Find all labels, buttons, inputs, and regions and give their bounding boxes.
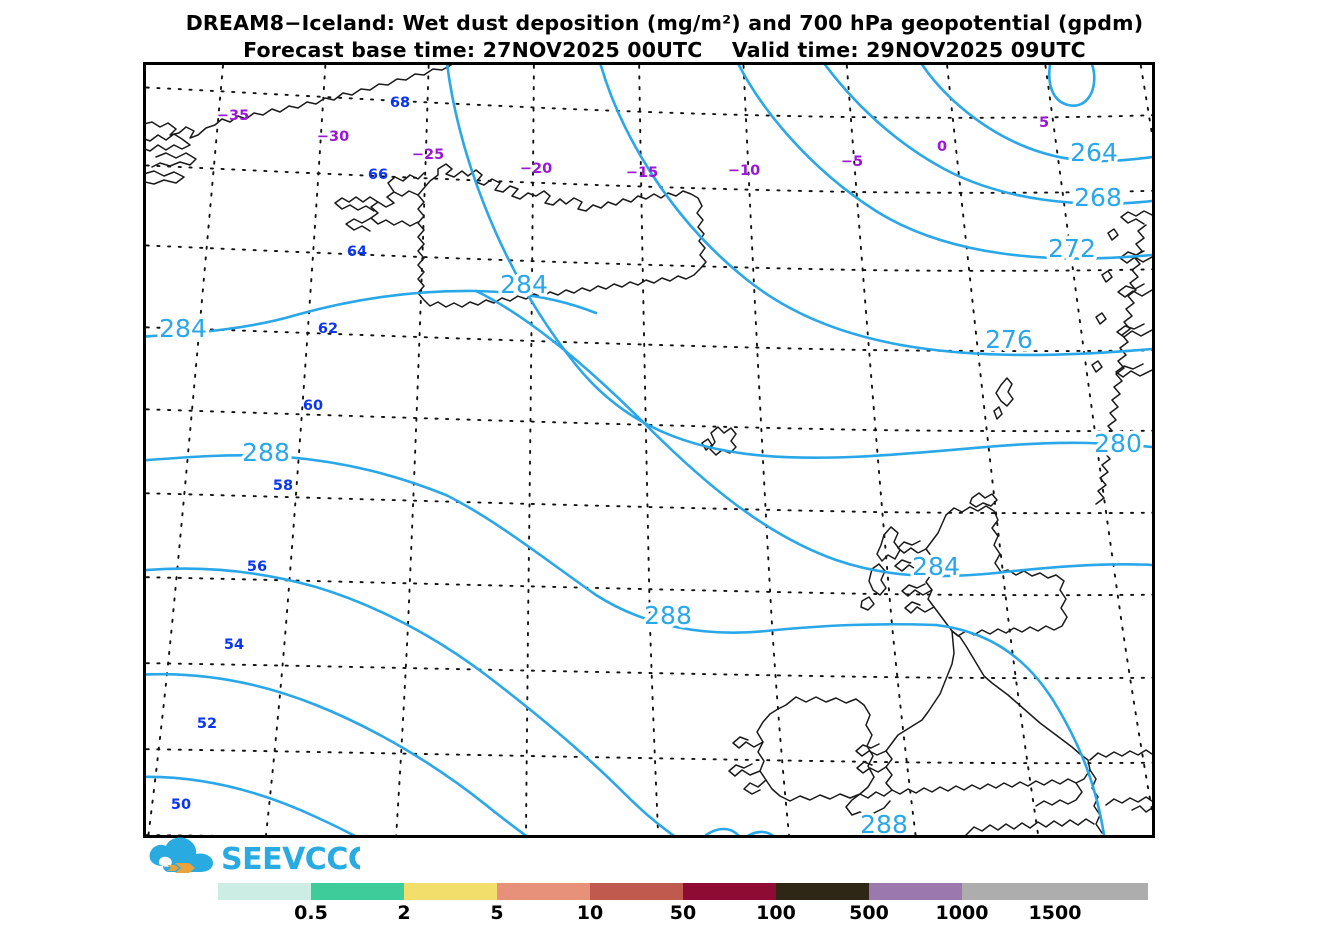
latitude-label: 54 bbox=[224, 637, 244, 653]
forecast-time-subtitle: Forecast base time: 27NOV2025 00UTC Vali… bbox=[243, 38, 1086, 62]
contour-label-halo: 284 bbox=[500, 270, 548, 299]
colorbar-tick-label: 1500 bbox=[1028, 902, 1082, 924]
latitude-label: 62 bbox=[318, 321, 338, 337]
contour-value-label: 288 bbox=[242, 438, 290, 467]
contour-value-label: 264 bbox=[1070, 138, 1118, 167]
logo-wordmark: SEEVCCC bbox=[221, 842, 360, 877]
latitude-label: 58 bbox=[273, 478, 293, 494]
longitude-label: −35 bbox=[217, 108, 249, 124]
latitude-label-layer: 68 66 64 62 60 58 56 54 52 50 bbox=[171, 95, 410, 813]
longitude-label: 0 bbox=[937, 139, 947, 155]
colorbar-tick-label: 5 bbox=[490, 902, 504, 924]
contour-label-halo: 272 bbox=[1048, 234, 1096, 263]
coastline-layer bbox=[146, 65, 1152, 835]
contour-label-halo: 284 bbox=[159, 314, 207, 343]
contour-value-label: 288 bbox=[644, 601, 692, 630]
cloud-icon bbox=[149, 837, 213, 873]
colorbar-legend: 0.5 2 5 10 50 100 500 1000 1500 bbox=[218, 883, 1148, 925]
colorbar-tick-label: 2 bbox=[397, 902, 411, 924]
contour-value-label: 284 bbox=[500, 270, 548, 299]
contour-label-halo: 284 bbox=[912, 552, 960, 581]
latitude-label: 66 bbox=[368, 167, 388, 183]
latitude-label: 64 bbox=[347, 244, 367, 260]
longitude-label: −15 bbox=[626, 165, 658, 181]
contour-value-label: 284 bbox=[159, 314, 207, 343]
colorbar-segment bbox=[869, 883, 962, 900]
longitude-label: −25 bbox=[412, 147, 444, 163]
map-canvas: 2842842842842882882882882642642682682722… bbox=[146, 65, 1152, 835]
page-title: DREAM8−Iceland: Wet dust deposition (mg/… bbox=[185, 11, 1144, 35]
latitude-label: 60 bbox=[303, 398, 323, 414]
colorbar-segment bbox=[683, 883, 776, 900]
contour-value-label: 284 bbox=[912, 552, 960, 581]
contour-value-label: 280 bbox=[1094, 429, 1142, 458]
seevccc-logo-svg: SEEVCCC bbox=[149, 837, 360, 877]
seevccc-logo: SEEVCCC bbox=[145, 836, 360, 878]
latitude-label: 50 bbox=[171, 797, 191, 813]
colorbar-tick-label: 500 bbox=[849, 902, 889, 924]
geopotential-label-layer: 2842842842842882882882882642642682682722… bbox=[156, 135, 1146, 836]
contour-value-label: 268 bbox=[1074, 183, 1122, 212]
contour-label-halo: 268 bbox=[1074, 183, 1122, 212]
geopotential-contours bbox=[146, 65, 1152, 835]
contour-value-label: 272 bbox=[1048, 234, 1096, 263]
colorbar-segment bbox=[1055, 883, 1148, 900]
colorbar-segment bbox=[776, 883, 869, 900]
colorbar-segment bbox=[962, 883, 1055, 900]
contour-label-halo: 264 bbox=[1070, 138, 1118, 167]
longitude-label-layer: −35 −30 −25 −20 −15 −10 −5 0 5 bbox=[217, 108, 1049, 181]
colorbar-segment bbox=[404, 883, 497, 900]
contour-label-halo: 276 bbox=[985, 325, 1033, 354]
chart-title-block: DREAM8−Iceland: Wet dust deposition (mg/… bbox=[0, 10, 1329, 64]
colorbar-tick-label: 50 bbox=[669, 902, 697, 924]
longitude-label: −20 bbox=[520, 161, 552, 177]
colorbar-strip bbox=[218, 883, 1148, 900]
longitude-label: −5 bbox=[841, 154, 863, 170]
map-panel: 284 284 284 284 288 288 288 288 264 264 268 268 272 2… bbox=[143, 62, 1155, 838]
colorbar-tick-label: 1000 bbox=[935, 902, 989, 924]
longitude-label: 5 bbox=[1039, 115, 1049, 131]
colorbar-segment bbox=[218, 883, 311, 900]
contour-label-halo: 288 bbox=[860, 810, 908, 835]
longitude-label: −30 bbox=[317, 129, 349, 145]
graticule-layer bbox=[146, 65, 1152, 835]
colorbar-tick-label: 0.5 bbox=[294, 902, 328, 924]
latitude-label: 52 bbox=[197, 716, 217, 732]
contour-label-halo: 288 bbox=[242, 438, 290, 467]
longitude-label: −10 bbox=[728, 163, 760, 179]
colorbar-segment bbox=[311, 883, 404, 900]
colorbar-segment bbox=[497, 883, 590, 900]
contour-value-label: 276 bbox=[985, 325, 1033, 354]
colorbar-segment bbox=[590, 883, 683, 900]
contour-label-halo: 280 bbox=[1094, 429, 1142, 458]
contour-label-halo: 288 bbox=[644, 601, 692, 630]
latitude-label: 68 bbox=[390, 95, 410, 111]
colorbar-tick-label: 10 bbox=[576, 902, 604, 924]
colorbar-tick-label: 100 bbox=[756, 902, 796, 924]
colorbar-tick-labels: 0.5 2 5 10 50 100 500 1000 1500 bbox=[218, 900, 1148, 925]
contour-value-label: 288 bbox=[860, 810, 908, 835]
latitude-label: 56 bbox=[247, 559, 267, 575]
